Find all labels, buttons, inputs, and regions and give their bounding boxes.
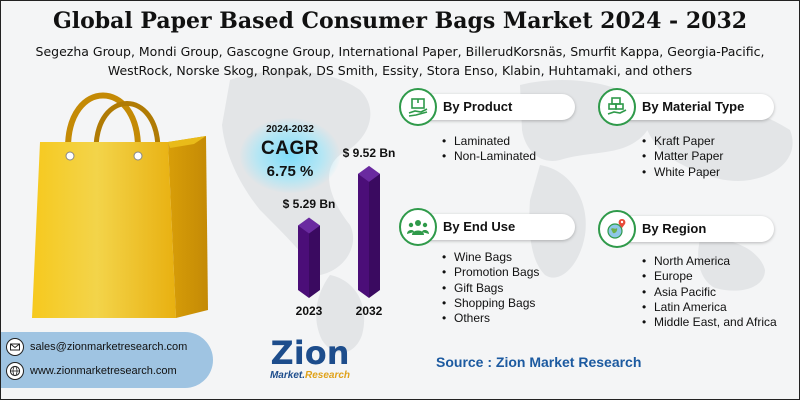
company-list-line-1: Segezha Group, Mondi Group, Gascogne Gro… [35, 44, 765, 59]
segment-title-product: By Product [443, 99, 513, 114]
bar-category-label: 2032 [355, 304, 383, 318]
contact-website[interactable]: www.zionmarketresearch.com [30, 365, 177, 377]
boxes-hand-icon [598, 88, 636, 126]
list-item: Matter Paper [640, 149, 723, 165]
contact-email[interactable]: sales@zionmarketresearch.com [30, 341, 188, 353]
globe-pin-icon [598, 210, 636, 248]
list-item: White Paper [640, 165, 723, 181]
box-hand-icon [399, 88, 437, 126]
list-item: Middle East, and Africa [640, 315, 777, 331]
paper-bag-illustration [32, 92, 208, 318]
list-item: Europe [640, 269, 777, 285]
logo-sub-right: Research [304, 370, 351, 381]
list-item: Non-Laminated [440, 149, 536, 165]
segment-title-end-use: By End Use [443, 219, 516, 234]
list-item: North America [640, 254, 777, 270]
segment-header-end-use: By End Use [399, 208, 575, 246]
users-icon [399, 208, 437, 246]
segment-title-region: By Region [642, 221, 707, 236]
segment-header-material: By Material Type [598, 88, 774, 126]
logo-sub-left: Market. [269, 370, 305, 381]
cagr-highlight [240, 118, 340, 193]
list-item: Wine Bags [440, 250, 539, 266]
list-item: Shopping Bags [440, 296, 539, 312]
company-list-line-2: WestRock, Norske Skog, Ronpak, DS Smith,… [107, 63, 693, 78]
list-item: Kraft Paper [640, 134, 723, 150]
segment-list-region: North America Europe Asia Pacific Latin … [640, 254, 777, 331]
bar-2032 [358, 165, 380, 298]
cagr-label: CAGR [261, 138, 319, 159]
logo-subtitle: Market.Research [262, 370, 358, 381]
segment-title-material: By Material Type [642, 99, 745, 114]
bar-value-label: $ 9.52 Bn [342, 145, 396, 160]
list-item: Latin America [640, 300, 777, 316]
cagr-value: 6.75 % [266, 163, 314, 180]
zion-logo: Zion Market.Research [262, 334, 358, 386]
source-note: Source : Zion Market Research [436, 354, 642, 370]
cagr-period: 2024-2032 [266, 124, 314, 135]
segment-list-material: Kraft Paper Matter Paper White Paper [640, 134, 723, 180]
bar-chart-svg [298, 165, 380, 298]
segment-header-region: By Region [598, 210, 774, 248]
globe-icon [6, 362, 24, 380]
contact-panel: sales@zionmarketresearch.com www.zionmar… [0, 332, 213, 388]
segment-list-product: Laminated Non-Laminated [440, 134, 536, 165]
segment-list-end-use: Wine Bags Promotion Bags Gift Bags Shopp… [440, 250, 539, 327]
list-item: Asia Pacific [640, 285, 777, 301]
list-item: Laminated [440, 134, 536, 150]
list-item: Others [440, 311, 539, 327]
page-title: Global Paper Based Consumer Bags Market … [52, 8, 748, 34]
list-item: Promotion Bags [440, 265, 539, 281]
market-size-chart: $ 5.29 Bn 2023 $ 9.52 Bn 2032 [270, 146, 410, 335]
mail-icon [6, 338, 24, 356]
company-list: Segezha Group, Mondi Group, Gascogne Gro… [10, 42, 790, 80]
bar-value-label: $ 5.29 Bn [282, 197, 336, 212]
bar-category-label: 2023 [295, 304, 323, 318]
logo-word: Zion [270, 334, 350, 372]
segment-header-product: By Product [399, 88, 575, 126]
bar-2023 [298, 217, 320, 298]
list-item: Gift Bags [440, 281, 539, 297]
